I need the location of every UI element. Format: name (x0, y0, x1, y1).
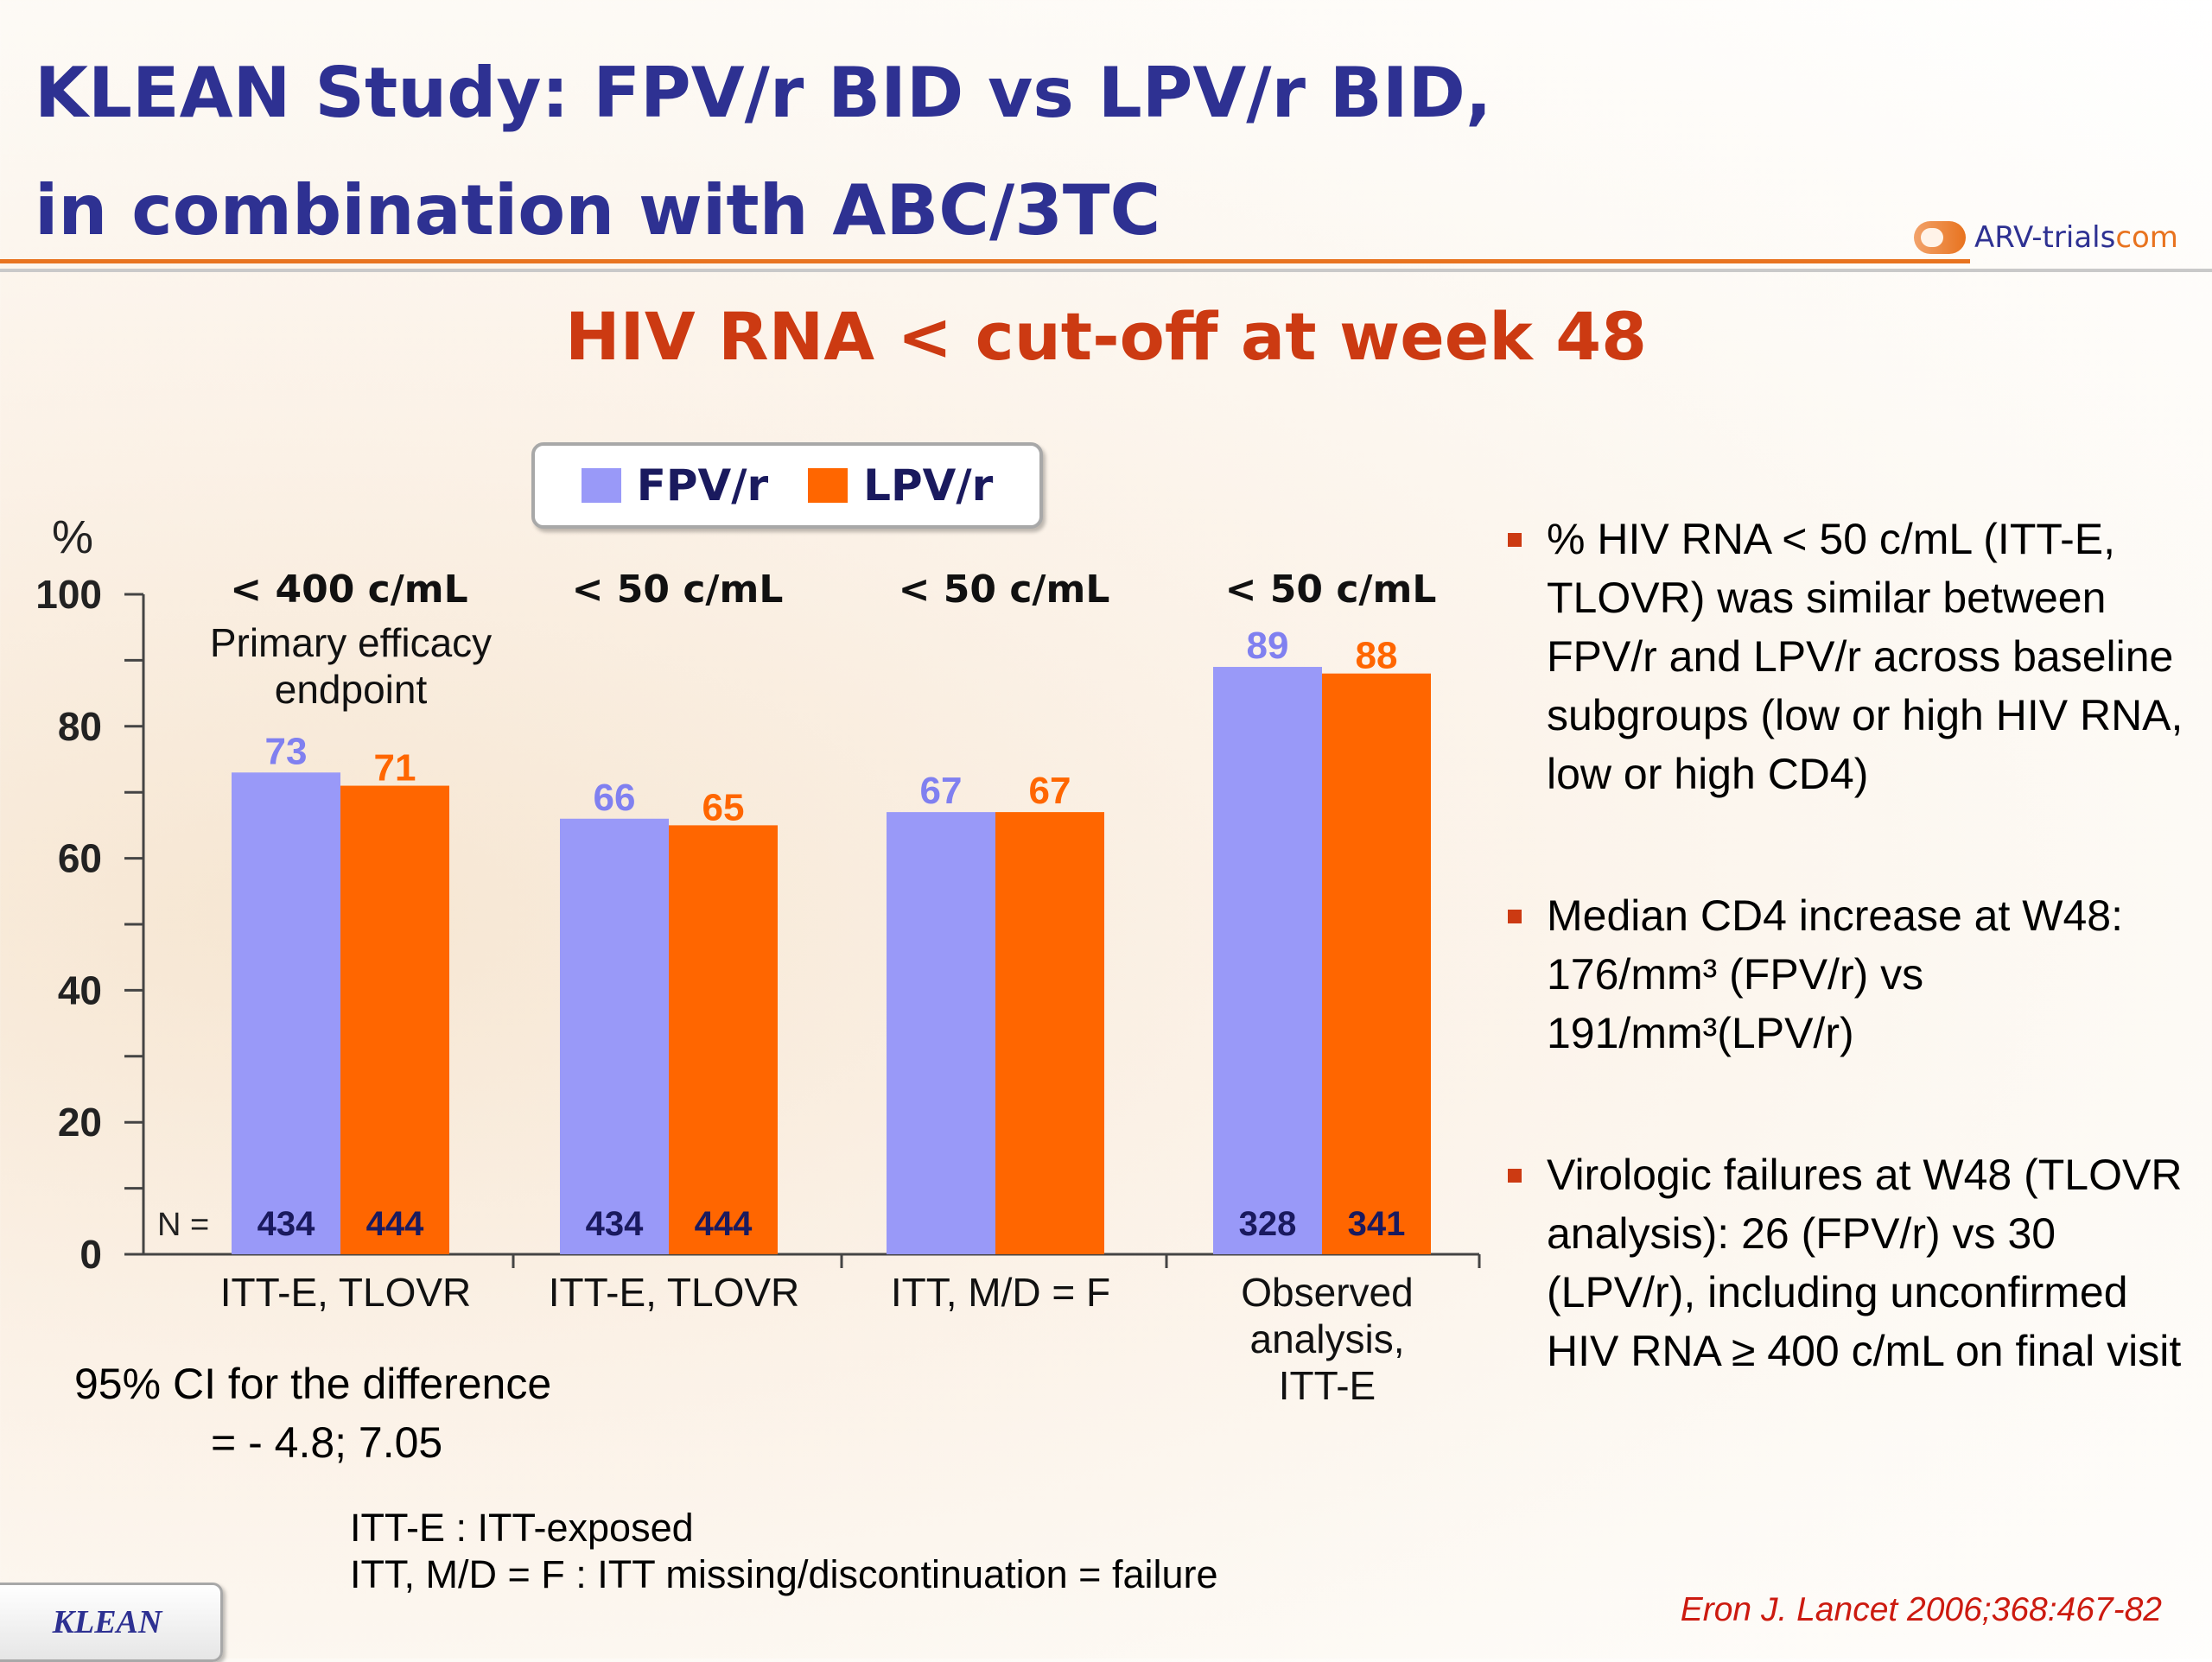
bar-fpv (887, 812, 995, 1254)
brand-logo: ARV-trialscom (1914, 220, 2178, 255)
group-header: < 50 c/mL (572, 568, 784, 612)
definition-line-1: ITT-E : ITT-exposed (350, 1506, 694, 1550)
bar-n-label: 444 (366, 1205, 424, 1243)
y-axis-label: % (52, 511, 93, 563)
y-tick-label: 0 (79, 1232, 102, 1277)
x-category-label: ITT-E, TLOVR (220, 1270, 472, 1315)
n-prefix-label: N = (157, 1207, 209, 1243)
bar-n-label: 341 (1348, 1205, 1406, 1243)
legend-swatch-fpv (581, 468, 621, 503)
y-tick-label: 20 (58, 1100, 102, 1145)
confidence-interval-note: 95% CI for the difference = - 4.8; 7.05 (74, 1354, 551, 1472)
y-tick-label: 60 (58, 836, 102, 881)
chart-legend: FPV/r LPV/r (531, 442, 1043, 529)
x-category-label: ITT-E (1279, 1363, 1376, 1408)
x-category-label: Observed (1241, 1270, 1413, 1315)
header-note: endpoint (275, 667, 428, 712)
slide-title: KLEAN Study: FPV/r BID vs LPV/r BID, in … (35, 35, 1491, 270)
legend-label-fpv: FPV/r (636, 460, 769, 511)
bar-lpv (995, 812, 1104, 1254)
bar-n-label: 434 (586, 1205, 644, 1243)
legend-label-lpv: LPV/r (863, 460, 994, 511)
study-tab[interactable]: KLEAN (0, 1583, 223, 1662)
y-tick-label: 40 (58, 967, 102, 1012)
brand-suffix: com (2115, 220, 2178, 255)
bar-value-label: 88 (1356, 635, 1398, 677)
abbreviation-definitions: ITT-E : ITT-exposed ITT, M/D = F : ITT m… (350, 1505, 1218, 1598)
legend-item-fpv: FPV/r (581, 460, 769, 511)
citation: Eron J. Lancet 2006;368:467-82 (1680, 1591, 2162, 1628)
x-category-label: ITT-E, TLOVR (549, 1270, 800, 1315)
group-header: < 50 c/mL (1225, 568, 1437, 612)
bar-value-label: 89 (1247, 625, 1289, 667)
group-header: < 50 c/mL (899, 568, 1110, 612)
bar-n-label: 328 (1239, 1205, 1297, 1243)
bar-n-label: 444 (695, 1205, 753, 1243)
bar-lpv (669, 825, 778, 1254)
title-line-2: in combination with ABC/3TC (35, 170, 1161, 251)
bar-lpv (340, 785, 449, 1254)
ci-line-2: = - 4.8; 7.05 (211, 1418, 443, 1467)
x-category-label: ITT, M/D = F (891, 1270, 1110, 1315)
title-rule-orange (0, 259, 1970, 263)
x-category-label: analysis, (1250, 1316, 1405, 1361)
bar-value-label: 65 (702, 786, 745, 828)
finding-bullet: Virologic failures at W48 (TLOVR analysi… (1508, 1145, 2199, 1380)
legend-item-lpv: LPV/r (808, 460, 993, 511)
bar-n-label: 434 (257, 1205, 315, 1243)
chart-subtitle: HIV RNA < cut-off at week 48 (564, 298, 1648, 375)
bar-fpv (1213, 667, 1322, 1254)
finding-bullet: % HIV RNA < 50 c/mL (ITT-E, TLOVR) was s… (1508, 510, 2199, 803)
findings-list: % HIV RNA < 50 c/mL (ITT-E, TLOVR) was s… (1508, 510, 2199, 1463)
y-tick-label: 80 (58, 704, 102, 749)
brand-text: ARV-trialscom (1974, 220, 2178, 255)
y-tick-label: 100 (35, 572, 102, 617)
legend-swatch-lpv (808, 468, 849, 503)
bar-value-label: 71 (374, 747, 416, 790)
header-note: Primary efficacy (210, 620, 492, 665)
ci-line-1: 95% CI for the difference (74, 1360, 552, 1408)
bar-lpv (1322, 673, 1431, 1254)
bar-fpv (232, 772, 340, 1254)
bar-value-label: 67 (920, 770, 963, 812)
bar-value-label: 67 (1029, 770, 1071, 812)
title-rule-gray (0, 269, 2212, 272)
bar-fpv (560, 818, 669, 1254)
title-line-1: KLEAN Study: FPV/r BID vs LPV/r BID, (35, 53, 1492, 133)
bar-value-label: 73 (265, 730, 308, 772)
finding-bullet: Median CD4 increase at W48: 176/mm³ (FPV… (1508, 886, 2199, 1063)
pill-icon (1914, 221, 1966, 254)
group-header: < 400 c/mL (230, 568, 467, 612)
brand-prefix: ARV-trials (1974, 220, 2116, 255)
bar-value-label: 66 (594, 777, 636, 819)
definition-line-2: ITT, M/D = F : ITT missing/discontinuati… (350, 1552, 1218, 1596)
